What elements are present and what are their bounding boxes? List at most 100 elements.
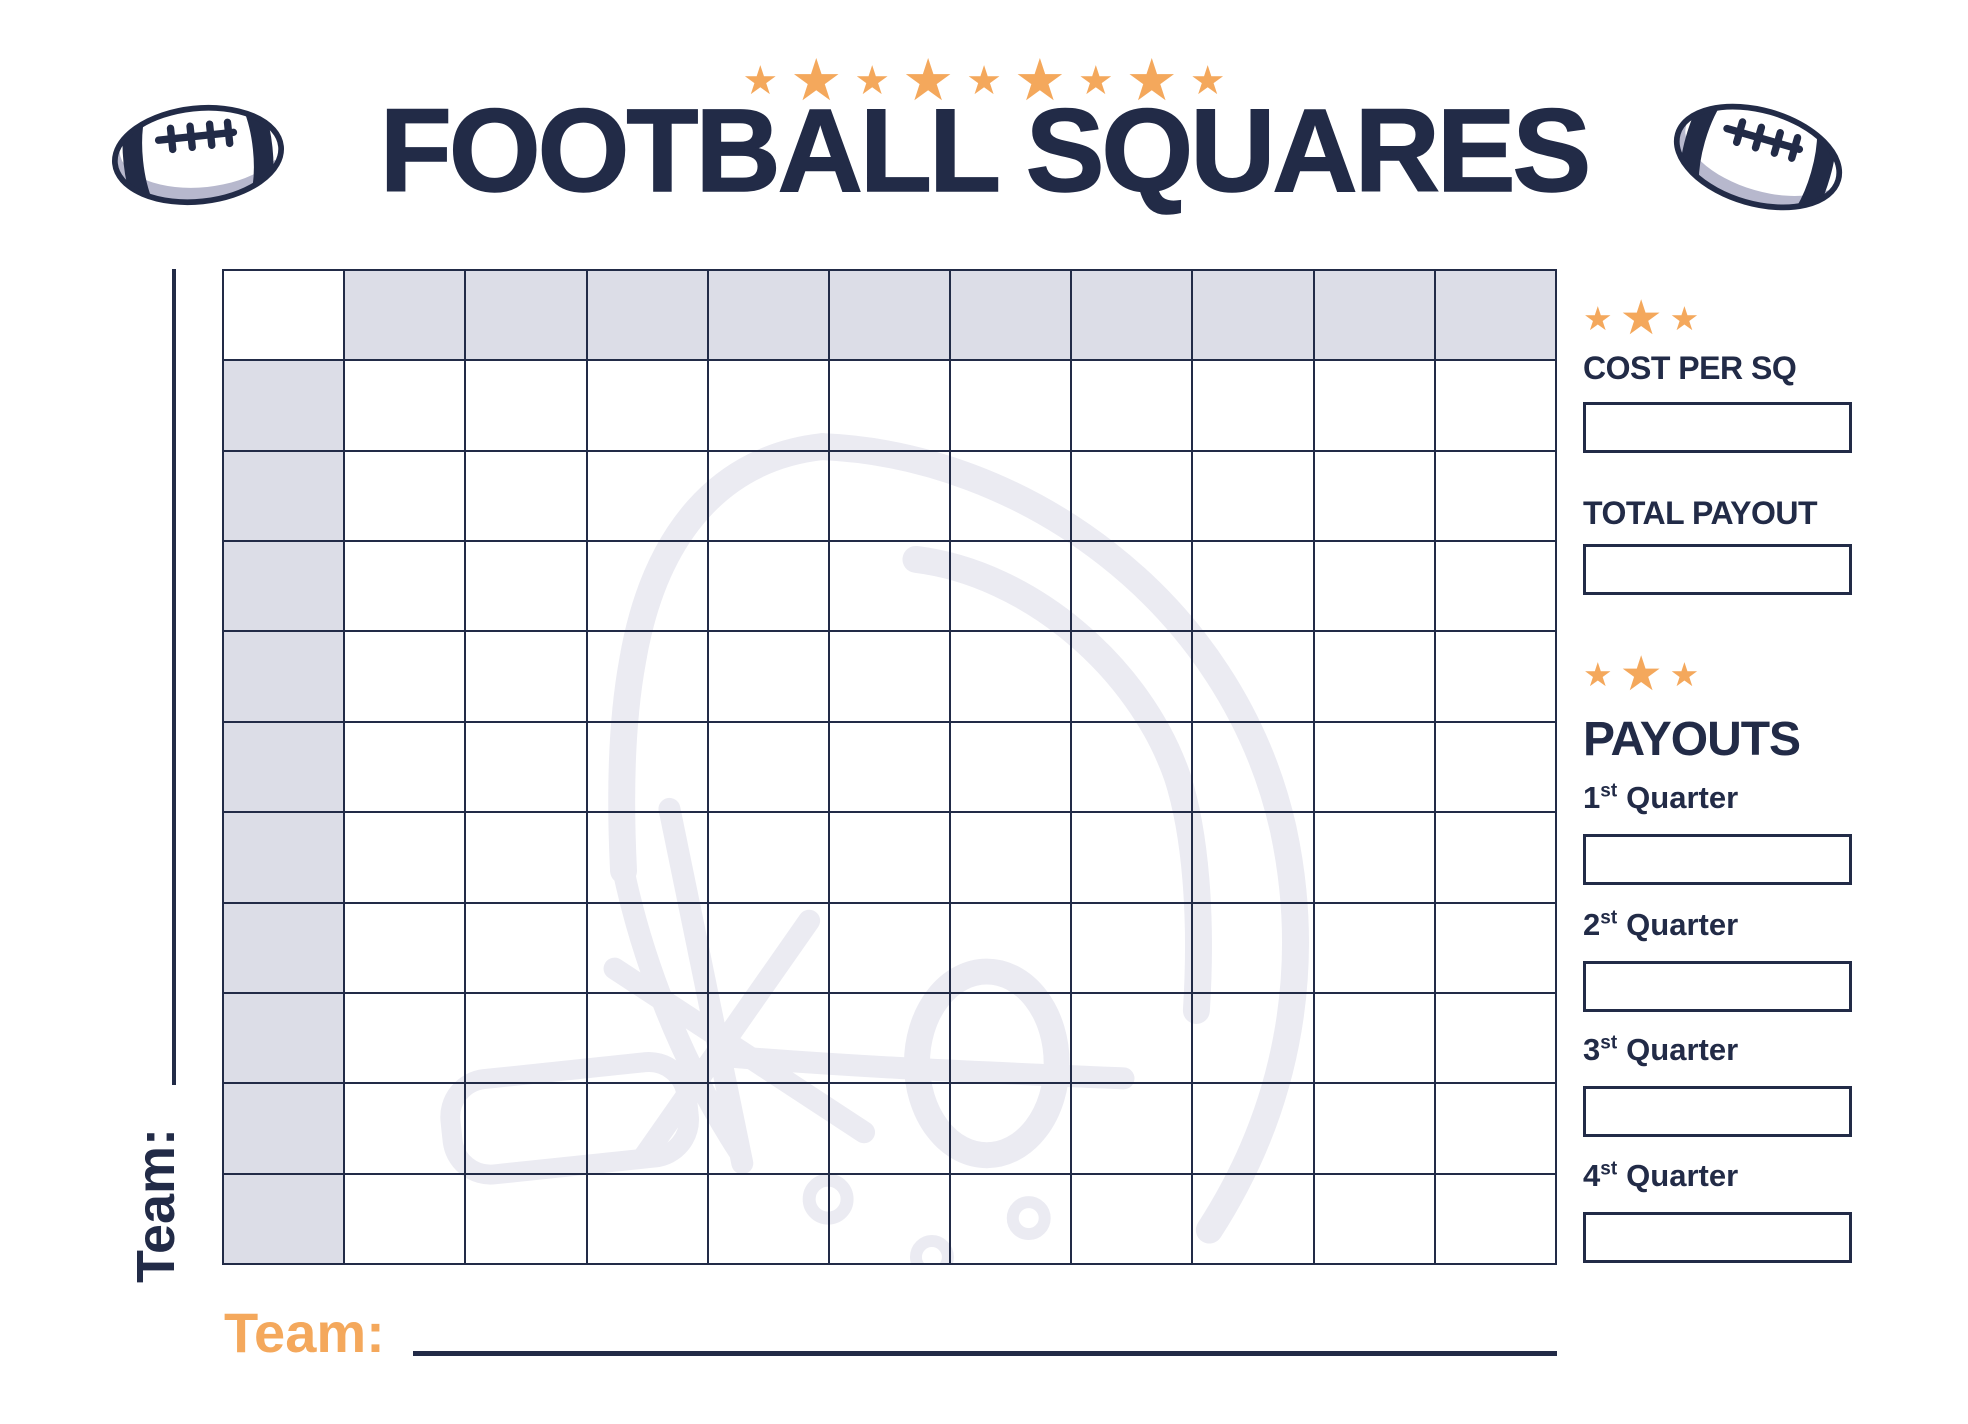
top-number-cell[interactable] (1434, 270, 1556, 361)
square-cell[interactable] (465, 1173, 587, 1264)
quarter-2-payout-box[interactable] (1583, 961, 1852, 1012)
square-cell[interactable] (1192, 1083, 1314, 1174)
top-number-cell[interactable] (465, 270, 587, 361)
square-cell[interactable] (1313, 450, 1435, 542)
square-cell[interactable] (344, 450, 466, 542)
square-cell[interactable] (465, 721, 587, 813)
square-cell[interactable] (1192, 721, 1314, 813)
square-cell[interactable] (950, 721, 1072, 813)
square-cell[interactable] (1192, 541, 1314, 632)
left-number-cell[interactable] (223, 992, 345, 1084)
left-number-cell[interactable] (223, 812, 345, 903)
left-number-cell[interactable] (223, 1173, 345, 1264)
square-cell[interactable] (950, 992, 1072, 1084)
square-cell[interactable] (1192, 902, 1314, 993)
square-cell[interactable] (950, 631, 1072, 722)
square-cell[interactable] (344, 902, 466, 993)
square-cell[interactable] (1313, 1083, 1435, 1174)
top-number-cell[interactable] (1313, 270, 1435, 361)
square-cell[interactable] (1071, 721, 1193, 813)
square-cell[interactable] (586, 1083, 708, 1174)
square-cell[interactable] (1313, 721, 1435, 813)
square-cell[interactable] (465, 360, 587, 451)
square-cell[interactable] (1313, 541, 1435, 632)
square-cell[interactable] (1071, 902, 1193, 993)
square-cell[interactable] (1434, 902, 1556, 993)
top-number-cell[interactable] (828, 270, 951, 361)
square-cell[interactable] (950, 541, 1072, 632)
square-cell[interactable] (1071, 631, 1193, 722)
square-cell[interactable] (586, 812, 708, 903)
square-cell[interactable] (344, 631, 466, 722)
square-cell[interactable] (1434, 360, 1556, 451)
square-cell[interactable] (586, 992, 708, 1084)
square-cell[interactable] (586, 1173, 708, 1264)
square-cell[interactable] (1434, 541, 1556, 632)
left-number-cell[interactable] (223, 541, 345, 632)
left-number-cell[interactable] (223, 360, 345, 451)
bottom-team-write-line[interactable] (413, 1351, 1557, 1356)
quarter-3-payout-box[interactable] (1583, 1086, 1852, 1137)
square-cell[interactable] (707, 1083, 829, 1174)
square-cell[interactable] (1313, 992, 1435, 1084)
square-cell[interactable] (586, 721, 708, 813)
square-cell[interactable] (465, 992, 587, 1084)
top-number-cell[interactable] (950, 270, 1072, 361)
square-cell[interactable] (1313, 360, 1435, 451)
square-cell[interactable] (344, 360, 466, 451)
square-cell[interactable] (950, 1173, 1072, 1264)
square-cell[interactable] (707, 360, 829, 451)
square-cell[interactable] (828, 902, 951, 993)
square-cell[interactable] (1434, 812, 1556, 903)
square-cell[interactable] (1192, 812, 1314, 903)
square-cell[interactable] (1434, 1083, 1556, 1174)
square-cell[interactable] (586, 541, 708, 632)
square-cell[interactable] (1313, 902, 1435, 993)
cost-per-sq-box[interactable] (1583, 402, 1852, 453)
square-cell[interactable] (1071, 360, 1193, 451)
square-cell[interactable] (707, 902, 829, 993)
left-number-cell[interactable] (223, 902, 345, 993)
square-cell[interactable] (707, 450, 829, 542)
square-cell[interactable] (828, 992, 951, 1084)
top-number-cell[interactable] (1071, 270, 1193, 361)
square-cell[interactable] (1434, 721, 1556, 813)
square-cell[interactable] (344, 721, 466, 813)
square-cell[interactable] (1071, 541, 1193, 632)
square-cell[interactable] (344, 812, 466, 903)
left-number-cell[interactable] (223, 450, 345, 542)
left-number-cell[interactable] (223, 1083, 345, 1174)
square-cell[interactable] (828, 450, 951, 542)
square-cell[interactable] (1192, 992, 1314, 1084)
square-cell[interactable] (586, 902, 708, 993)
square-cell[interactable] (586, 360, 708, 451)
corner-cell[interactable] (223, 270, 345, 361)
square-cell[interactable] (1313, 631, 1435, 722)
square-cell[interactable] (586, 450, 708, 542)
square-cell[interactable] (344, 992, 466, 1084)
square-cell[interactable] (465, 812, 587, 903)
square-cell[interactable] (465, 450, 587, 542)
square-cell[interactable] (1071, 1083, 1193, 1174)
square-cell[interactable] (1313, 812, 1435, 903)
total-payout-box[interactable] (1583, 544, 1852, 595)
square-cell[interactable] (1071, 812, 1193, 903)
square-cell[interactable] (950, 812, 1072, 903)
left-number-cell[interactable] (223, 721, 345, 813)
square-cell[interactable] (828, 360, 951, 451)
square-cell[interactable] (707, 812, 829, 903)
square-cell[interactable] (465, 541, 587, 632)
square-cell[interactable] (707, 992, 829, 1084)
square-cell[interactable] (1192, 450, 1314, 542)
top-number-cell[interactable] (707, 270, 829, 361)
square-cell[interactable] (1071, 1173, 1193, 1264)
square-cell[interactable] (1071, 450, 1193, 542)
square-cell[interactable] (1192, 631, 1314, 722)
square-cell[interactable] (828, 1083, 951, 1174)
square-cell[interactable] (950, 450, 1072, 542)
square-cell[interactable] (465, 1083, 587, 1174)
square-cell[interactable] (707, 541, 829, 632)
square-cell[interactable] (344, 541, 466, 632)
square-cell[interactable] (344, 1173, 466, 1264)
quarter-1-payout-box[interactable] (1583, 834, 1852, 885)
